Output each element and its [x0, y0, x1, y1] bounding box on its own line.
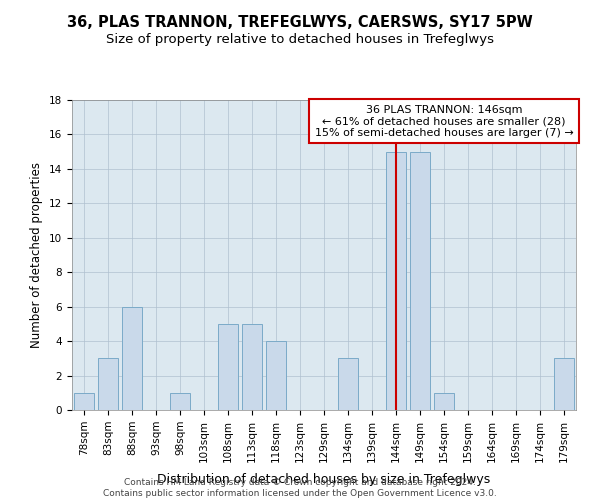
Bar — [74, 393, 94, 410]
Y-axis label: Number of detached properties: Number of detached properties — [31, 162, 43, 348]
Bar — [242, 324, 262, 410]
Bar — [266, 341, 286, 410]
Bar — [98, 358, 118, 410]
Text: 36 PLAS TRANNON: 146sqm
← 61% of detached houses are smaller (28)
15% of semi-de: 36 PLAS TRANNON: 146sqm ← 61% of detache… — [315, 104, 574, 138]
Bar — [122, 306, 142, 410]
Bar — [554, 358, 574, 410]
Bar — [338, 358, 358, 410]
Bar — [170, 393, 190, 410]
Text: Contains HM Land Registry data © Crown copyright and database right 2024.
Contai: Contains HM Land Registry data © Crown c… — [103, 478, 497, 498]
Bar — [434, 393, 454, 410]
Text: Size of property relative to detached houses in Trefeglwys: Size of property relative to detached ho… — [106, 32, 494, 46]
Bar — [218, 324, 238, 410]
X-axis label: Distribution of detached houses by size in Trefeglwys: Distribution of detached houses by size … — [157, 473, 491, 486]
Bar — [410, 152, 430, 410]
Bar — [386, 152, 406, 410]
Text: 36, PLAS TRANNON, TREFEGLWYS, CAERSWS, SY17 5PW: 36, PLAS TRANNON, TREFEGLWYS, CAERSWS, S… — [67, 15, 533, 30]
